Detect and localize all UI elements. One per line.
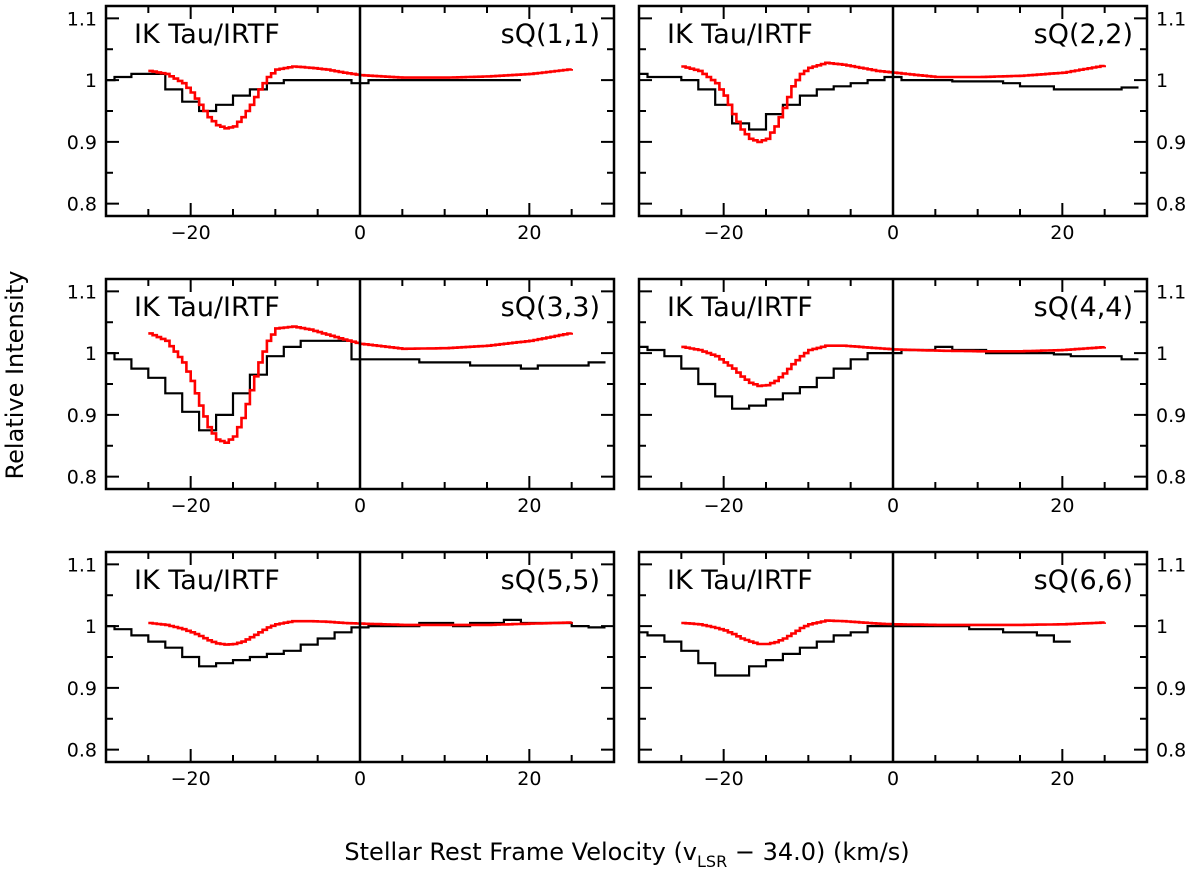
x-tick-label: −20 <box>704 495 744 517</box>
transition-label: sQ(1,1) <box>501 19 600 50</box>
transition-label: sQ(6,6) <box>1034 565 1133 596</box>
x-tick-label: −20 <box>704 768 744 790</box>
source-label: IK Tau/IRTF <box>667 292 813 323</box>
x-tick-label: 20 <box>1050 768 1074 790</box>
y-tick-label: 0.9 <box>1156 678 1186 700</box>
y-tick-label: 1 <box>1156 343 1168 365</box>
model-curve <box>681 344 1106 388</box>
source-label: IK Tau/IRTF <box>134 19 280 50</box>
x-tick-label: 20 <box>1050 222 1074 244</box>
x-tick-label: 20 <box>517 222 541 244</box>
transition-label: sQ(5,5) <box>501 565 600 596</box>
x-tick-label: −20 <box>171 768 211 790</box>
transition-label: sQ(4,4) <box>1034 292 1133 323</box>
y-tick-label: 1 <box>1156 70 1168 92</box>
x-axis-label: Stellar Rest Frame Velocity (vLSR − 34.0… <box>344 838 909 869</box>
x-axis-label-main: Stellar Rest Frame Velocity (v <box>344 838 697 866</box>
y-tick-label: 0.8 <box>67 194 97 216</box>
x-tick-label: 0 <box>887 768 899 790</box>
observed-spectrum <box>639 72 1139 131</box>
x-tick-label: 0 <box>354 768 366 790</box>
x-tick-label: −20 <box>171 222 211 244</box>
y-tick-label: 1.1 <box>67 281 97 303</box>
x-tick-label: 0 <box>354 495 366 517</box>
observed-spectrum <box>639 345 1139 410</box>
model-curve <box>681 61 1106 144</box>
y-tick-label: 1.1 <box>67 8 97 30</box>
y-tick-label: 1.1 <box>1156 554 1186 576</box>
x-tick-label: 20 <box>1050 495 1074 517</box>
model-curve <box>148 619 573 646</box>
observed-spectrum <box>106 618 606 668</box>
y-tick-label: 0.8 <box>1156 740 1186 762</box>
x-axis-label-tail: − 34.0) (km/s) <box>727 838 909 866</box>
y-tick-label: 1 <box>85 343 97 365</box>
y-tick-label: 0.9 <box>1156 132 1186 154</box>
observed-spectrum <box>106 339 606 432</box>
panel-3: −20 0 20 0.8 0.9 1 1.1 IK Tau/IRTF sQ(3,3) <box>67 277 616 517</box>
y-tick-label: 0.8 <box>67 740 97 762</box>
y-tick-label: 0.8 <box>1156 467 1186 489</box>
y-tick-label: 0.8 <box>67 467 97 489</box>
x-axis-label-subscript: LSR <box>697 852 727 869</box>
y-tick-label: 1.1 <box>1156 281 1186 303</box>
source-label: IK Tau/IRTF <box>134 565 280 596</box>
panel-6: −20 0 20 0.8 0.9 1 1.1 IK Tau/IRTF sQ(6,6) <box>637 550 1186 790</box>
y-tick-label: 0.9 <box>67 678 97 700</box>
panel-4: −20 0 20 0.8 0.9 1 1.1 IK Tau/IRTF sQ(4,4) <box>637 277 1186 517</box>
y-tick-label: 0.9 <box>67 132 97 154</box>
y-tick-label: 1 <box>85 616 97 638</box>
panel-2: −20 0 20 0.8 0.9 1 1.1 IK Tau/IRTF sQ(2,2) <box>637 4 1186 244</box>
observed-spectrum <box>106 72 521 113</box>
x-tick-label: −20 <box>704 222 744 244</box>
observed-spectrum <box>639 625 1071 677</box>
x-tick-label: 0 <box>354 222 366 244</box>
x-tick-label: 0 <box>887 222 899 244</box>
panel-5: −20 0 20 0.8 0.9 1 1.1 IK Tau/IRTF sQ(5,5) <box>67 550 616 790</box>
y-tick-label: 0.8 <box>1156 194 1186 216</box>
transition-label: sQ(3,3) <box>501 292 600 323</box>
transition-label: sQ(2,2) <box>1034 19 1133 50</box>
y-tick-label: 0.9 <box>67 405 97 427</box>
panel-1: −20 0 20 0.8 0.9 1 1.1 IK Tau/IRTF sQ(1,1) <box>67 4 616 244</box>
x-tick-label: 20 <box>517 495 541 517</box>
model-curve <box>148 65 573 130</box>
model-curve <box>148 325 573 444</box>
y-tick-label: 1 <box>1156 616 1168 638</box>
x-tick-label: 0 <box>887 495 899 517</box>
y-tick-label: 1.1 <box>67 554 97 576</box>
source-label: IK Tau/IRTF <box>667 565 813 596</box>
y-axis-label: Relative Intensity <box>1 271 29 480</box>
panels: −20 0 20 0.8 0.9 1 1.1 IK Tau/IRTF sQ(1,1) −20 0 20… <box>67 4 1186 790</box>
x-tick-label: 20 <box>517 768 541 790</box>
x-tick-label: −20 <box>171 495 211 517</box>
y-tick-label: 0.9 <box>1156 405 1186 427</box>
model-curve <box>681 619 1106 646</box>
source-label: IK Tau/IRTF <box>667 19 813 50</box>
y-tick-label: 1 <box>85 70 97 92</box>
source-label: IK Tau/IRTF <box>134 292 280 323</box>
y-tick-label: 1.1 <box>1156 8 1186 30</box>
